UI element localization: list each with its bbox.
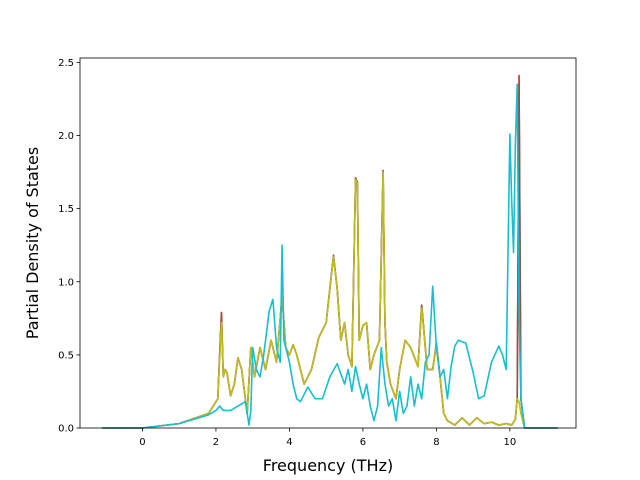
x-tick-label: 0 [139,437,145,448]
x-tick-label: 6 [360,437,366,448]
y-tick-label: 2.0 [58,131,74,142]
y-tick-label: 1.5 [58,204,74,215]
plot-area [80,58,576,428]
y-tick-label: 0.0 [58,424,74,435]
series-line-3 [102,171,558,429]
plot-frame [79,57,577,429]
series-lines [102,74,558,429]
x-tick-label: 8 [433,437,439,448]
y-tick-label: 1.0 [58,277,74,288]
y-tick-label: 2.5 [58,58,74,69]
x-tick-label: 2 [213,437,219,448]
x-tick-label: 4 [286,437,292,448]
y-tick-label: 0.5 [58,350,74,361]
y-axis-label: Partial Density of States [23,147,42,339]
x-axis-label: Frequency (THz) [263,456,393,475]
series-line-4 [102,83,558,429]
y-axis-ticks: 0.0 0.5 1.0 1.5 2.0 2.5 [58,58,80,435]
x-axis-ticks: 0 2 4 6 8 10 [139,428,516,448]
x-tick-label: 10 [503,437,516,448]
